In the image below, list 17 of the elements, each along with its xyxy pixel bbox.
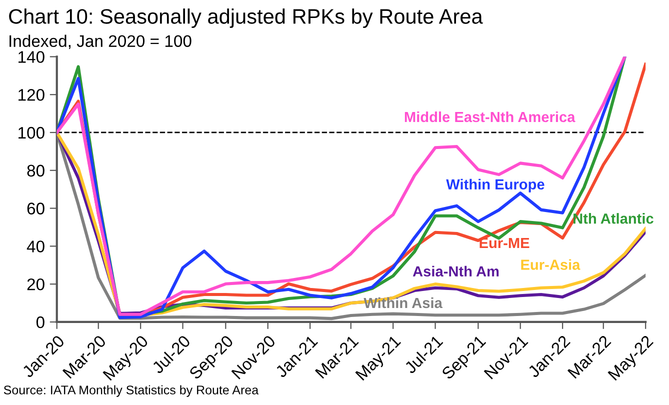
y-tick-label: 0 — [36, 316, 44, 328]
series-label: Asia-Nth Am — [412, 266, 499, 277]
series-label: Eur-ME — [480, 238, 530, 248]
chart-title: Chart 10: Seasonally adjusted RPKs by Route Area — [9, 8, 483, 28]
y-tick-label: 20 — [27, 278, 44, 290]
series-label: Middle East-Nth America — [404, 111, 576, 122]
chart-subtitle: Indexed, Jan 2020 = 100 — [10, 34, 192, 49]
series-label: Within Europe — [446, 178, 544, 192]
y-tick-label: 140 — [18, 51, 44, 63]
y-tick-label: 100 — [18, 126, 44, 139]
y-tick-label: 40 — [26, 240, 44, 252]
series-label: Eur-Asia — [521, 259, 580, 270]
source-note: Source: IATA Monthly Statistics by Route Area — [4, 385, 259, 397]
y-tick-label: 120 — [18, 88, 44, 101]
y-tick-label: 80 — [27, 164, 44, 177]
series-label: Within Asia — [364, 297, 442, 308]
y-tick-label: 60 — [27, 202, 44, 214]
